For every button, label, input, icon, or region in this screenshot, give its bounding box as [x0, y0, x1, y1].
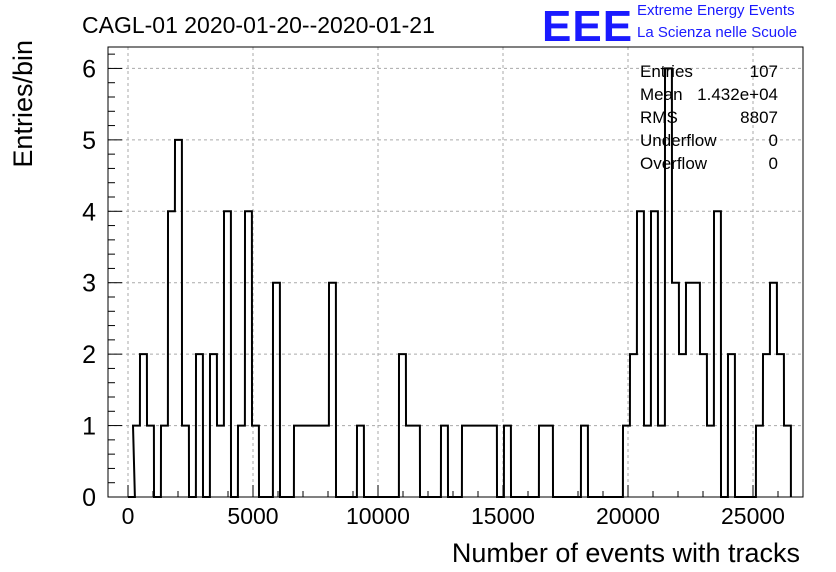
- y-tick-label: 4: [82, 198, 96, 226]
- histogram-bar: [315, 426, 322, 497]
- histogram-bar: [476, 426, 483, 497]
- y-tick-label: 2: [82, 341, 96, 369]
- histogram-bar: [329, 283, 336, 497]
- plot-frame: [107, 46, 804, 498]
- histogram-bar: [469, 426, 476, 497]
- histogram-bar: [483, 426, 490, 497]
- histogram-bar: [504, 426, 511, 497]
- x-tick-label: 0: [122, 503, 135, 529]
- x-tick-label: 15000: [471, 503, 535, 529]
- histogram-bar: [273, 283, 280, 497]
- stats-value: 0: [769, 131, 778, 150]
- stats-value: 1.432e+04: [697, 85, 778, 104]
- histogram-bar: [301, 426, 308, 497]
- axes: [107, 46, 804, 498]
- stats-box: Entries 107 Mean 1.432e+04 RMS 8807 Underflow 0…: [640, 62, 778, 173]
- histogram-bar: [462, 426, 469, 497]
- y-tick-label: 1: [82, 413, 96, 441]
- y-axis-label: Entries/bin: [8, 40, 38, 168]
- eee-logo: EEE: [542, 2, 634, 51]
- histogram-bar: [770, 283, 777, 497]
- histogram-bar: [175, 140, 182, 497]
- histogram-bar: [147, 426, 154, 497]
- stats-label: Entries: [640, 62, 693, 81]
- x-tick-label: 5000: [227, 503, 278, 529]
- stats-value: 107: [750, 62, 778, 81]
- histogram-bar: [413, 426, 420, 497]
- x-axis-label: Number of events with tracks: [452, 538, 800, 568]
- histogram-bar: [217, 426, 224, 497]
- histogram-bar: [441, 426, 448, 497]
- histogram-bar: [707, 426, 714, 497]
- chart-title: CAGL-01 2020-01-20--2020-01-21: [82, 12, 435, 38]
- histogram-bar: [658, 426, 665, 497]
- stats-label: Overflow: [640, 154, 708, 173]
- histogram-outline: [128, 67, 792, 498]
- histogram-bar: [357, 426, 364, 497]
- y-tick-label: 6: [82, 55, 96, 83]
- histogram-bar: [294, 426, 301, 497]
- histogram-bar: [693, 283, 700, 497]
- histogram-bar: [756, 426, 763, 497]
- grid-lines: [108, 47, 803, 497]
- x-tick-label: 20000: [596, 503, 660, 529]
- histogram-bar: [161, 426, 168, 497]
- x-tick-label: 10000: [346, 503, 410, 529]
- histogram-bar: [539, 426, 546, 497]
- histogram-bar: [322, 426, 329, 497]
- histogram-bar: [406, 426, 413, 497]
- stats-label: Underflow: [640, 131, 717, 150]
- y-tick-label: 3: [82, 270, 96, 298]
- axis-ticks: 0 5000 10000 15000 20000 25000 0 1 2 3 4 5 6: [82, 53, 804, 529]
- logo-text-line-1: Extreme Energy Events: [637, 2, 795, 19]
- histogram-bar: [644, 426, 651, 497]
- histogram-bar: [672, 283, 679, 497]
- stats-value: 8807: [740, 108, 778, 127]
- histogram-bar: [546, 426, 553, 497]
- stats-value: 0: [769, 154, 778, 173]
- histogram-bar: [784, 426, 791, 497]
- y-tick-label: 5: [82, 127, 96, 155]
- stats-label: Mean: [640, 85, 683, 104]
- y-tick-label: 0: [82, 484, 96, 512]
- histogram-bar: [308, 426, 315, 497]
- histogram-bar: [182, 426, 189, 497]
- histogram-bar: [686, 283, 693, 497]
- histogram-bar: [581, 426, 588, 497]
- x-tick-label: 25000: [721, 503, 785, 529]
- histogram-bar: [490, 426, 497, 497]
- histogram-bar: [238, 426, 245, 497]
- logo-text-line-2: La Scienza nelle Scuole: [637, 24, 798, 41]
- stats-label: RMS: [640, 108, 678, 127]
- histogram-bar: [623, 426, 630, 497]
